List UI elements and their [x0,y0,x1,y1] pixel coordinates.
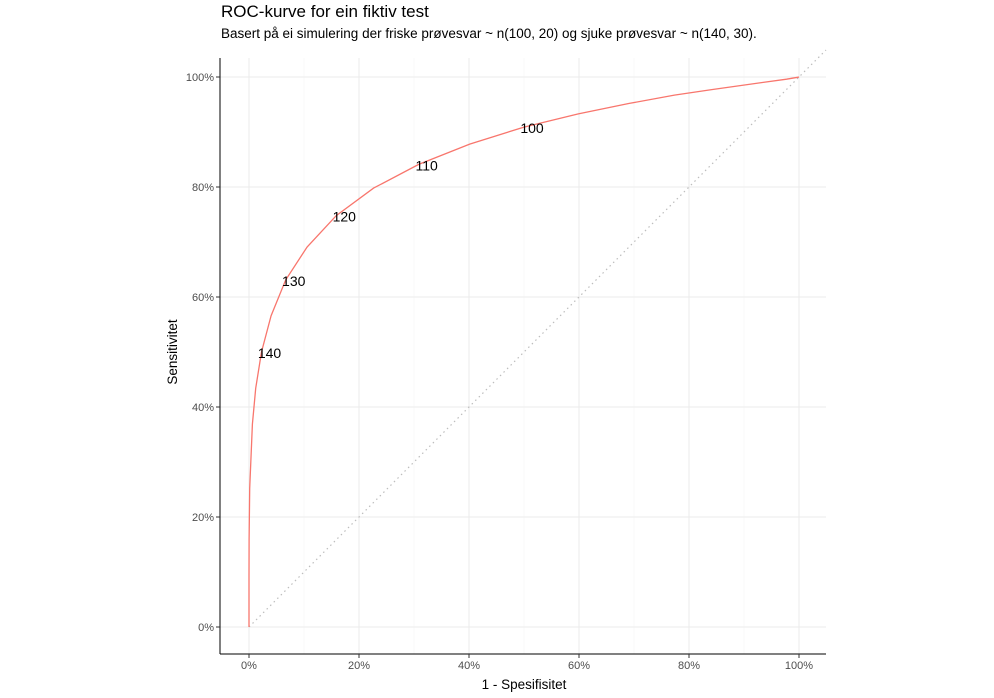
x-tick-label: 0% [241,660,257,672]
x-tick-label: 60% [568,660,590,672]
diagonal-reference-line [248,49,827,628]
x-axis-label: 1 - Spesifisitet [482,677,567,692]
y-tick-label: 40% [192,402,214,414]
threshold-label: 130 [282,273,306,289]
y-tick-label: 100% [186,72,214,84]
y-axis-label: Sensitivitet [165,319,180,385]
x-tick-label: 20% [348,660,370,672]
chart-title: ROC-kurve for ein fiktiv test [221,2,429,21]
x-tick-label: 80% [678,660,700,672]
threshold-label: 140 [258,345,282,361]
y-tick-label: 80% [192,182,214,194]
x-tick-label: 40% [458,660,480,672]
y-tick-label: 60% [192,292,214,304]
threshold-label: 120 [333,209,357,225]
roc-curve-line [248,76,800,627]
x-tick-label: 100% [785,660,813,672]
y-tick-label: 0% [198,622,214,634]
y-tick-label: 20% [192,512,214,524]
chart-subtitle: Basert på ei simulering der friske prøve… [221,26,757,41]
threshold-label: 110 [416,157,439,173]
threshold-label: 100 [520,120,544,136]
